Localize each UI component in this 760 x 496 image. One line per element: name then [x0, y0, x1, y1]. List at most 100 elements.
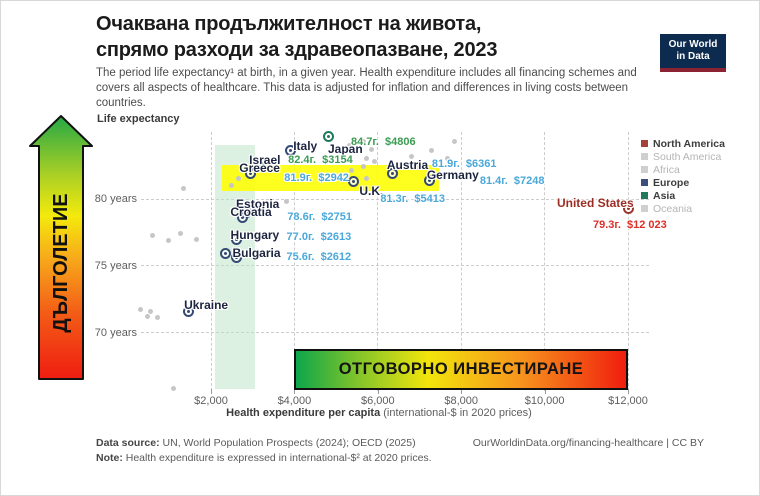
background-country-dot	[144, 313, 150, 319]
country-marker-core	[240, 216, 244, 220]
country-label-hungary[interactable]: Hungary	[230, 228, 280, 243]
country-label-ukraine[interactable]: Ukraine	[184, 298, 229, 313]
footer-link[interactable]: OurWorldinData.org/financing-healthcare …	[472, 437, 704, 449]
country-values-austria: 81.9г. $6361	[431, 157, 497, 170]
legend-label-africa: Africa	[653, 163, 680, 176]
x-tick-4000	[294, 389, 296, 394]
country-marker-core	[223, 252, 227, 256]
gridline-y-75	[141, 265, 649, 267]
legend-item-south-america[interactable]: South America	[641, 150, 725, 163]
country-label-croatia[interactable]: Croatia	[230, 204, 272, 219]
background-country-dot	[181, 185, 187, 191]
country-values-israel: 82.4г. $3154	[288, 153, 353, 166]
longevity-arrow-label: ДЪЛГОЛЕТИЕ	[50, 193, 72, 332]
y-tick-label-70: 70 years	[94, 326, 137, 339]
background-country-dot	[428, 148, 434, 154]
footer-note-label: Note:	[96, 452, 123, 464]
gridline-x-8000	[460, 132, 462, 391]
country-marker-core	[627, 206, 631, 210]
continent-legend: North America South America Africa Europe As…	[641, 137, 725, 215]
legend-item-asia[interactable]: Asia	[641, 189, 725, 202]
y-tick-label-80: 80 years	[94, 193, 137, 205]
country-values-greece: 81.9г. $2942	[284, 171, 349, 184]
legend-swatch-oceania	[641, 205, 648, 212]
chart-subtitle: The period life expectancy¹ at birth, in…	[96, 67, 637, 109]
background-country-dot	[409, 153, 415, 159]
legend-item-oceania[interactable]: Oceania	[641, 202, 725, 215]
country-marker-germany[interactable]	[424, 174, 436, 186]
country-marker-core	[391, 172, 395, 176]
legend-swatch-africa	[641, 166, 648, 173]
x-tick-label-8000: $8,000	[444, 395, 479, 407]
owid-logo[interactable]: Our World in Data	[660, 34, 726, 72]
x-tick-2000	[211, 389, 212, 394]
background-country-dot	[228, 183, 234, 189]
legend-swatch-europe	[641, 179, 648, 186]
country-marker-point[interactable]	[219, 248, 231, 260]
country-marker-core	[186, 309, 190, 313]
country-marker-japan[interactable]	[322, 130, 334, 142]
background-country-dot	[348, 168, 354, 174]
country-label-austria[interactable]: Austria	[386, 157, 429, 172]
country-values-bulgaria: 75.6г. $2612	[286, 250, 352, 263]
country-label-italy[interactable]: Italy	[293, 138, 318, 153]
country-label-japan[interactable]: Japan	[328, 142, 363, 157]
x-tick-label-6000: $6,000	[360, 395, 395, 407]
background-country-dot	[411, 161, 417, 167]
background-country-dot	[371, 159, 377, 165]
gridline-x-4000	[293, 132, 295, 391]
background-country-dot	[396, 163, 402, 169]
background-country-dot	[363, 176, 369, 182]
background-country-dot	[346, 143, 352, 149]
y-tick-label-75: 75 years	[94, 259, 137, 272]
background-country-dot	[369, 147, 375, 153]
country-marker-core	[428, 178, 432, 182]
legend-item-north-america[interactable]: North America	[641, 137, 725, 150]
country-marker-croatia[interactable]	[236, 212, 248, 224]
legend-swatch-south-america	[641, 153, 648, 160]
page-title-line1: Очаквана продължителност на живота,	[96, 13, 482, 35]
country-label-greece[interactable]: Greece	[239, 160, 280, 175]
country-marker-united-states[interactable]	[623, 202, 635, 214]
country-marker-core	[326, 134, 330, 138]
legend-swatch-north-america	[641, 140, 648, 147]
country-marker-core	[257, 165, 261, 169]
longevity-arrow-shape: ДЪЛГОЛЕТИЕ	[29, 115, 93, 380]
gridline-x-10000	[544, 132, 546, 391]
x-tick-12000	[628, 389, 629, 394]
background-country-dot	[154, 315, 160, 321]
x-tick-6000	[377, 389, 379, 394]
country-label-estonia[interactable]: Estonia	[236, 197, 280, 212]
background-country-dot	[451, 139, 457, 145]
legend-label-south-america: South America	[653, 150, 722, 163]
legend-item-europe[interactable]: Europe	[641, 176, 725, 189]
background-country-dot	[273, 200, 279, 206]
background-country-dot	[445, 156, 451, 162]
country-marker-hungary[interactable]	[231, 233, 243, 245]
country-label-israel[interactable]: Israel	[249, 152, 281, 167]
country-values-united-states: 79.3г. $12 023	[592, 219, 667, 232]
country-label-u-k-[interactable]: U.K.	[359, 183, 384, 198]
country-label-germany[interactable]: Germany	[426, 168, 479, 183]
country-marker-israel[interactable]	[253, 161, 265, 173]
country-marker-bulgaria[interactable]	[231, 252, 243, 264]
country-label-bulgaria[interactable]: Bulgaria	[232, 245, 281, 260]
background-country-dot	[364, 156, 370, 162]
country-marker-u-k-[interactable]	[347, 176, 359, 188]
country-marker-austria[interactable]	[387, 168, 399, 180]
gridline-x-12000	[627, 132, 629, 391]
country-marker-ukraine[interactable]	[182, 305, 194, 317]
background-country-dot	[311, 148, 317, 154]
country-label-united-states[interactable]: United States	[556, 196, 634, 211]
x-axis-title-rest: (international-$ in 2020 prices)	[380, 407, 532, 419]
country-marker-italy[interactable]	[284, 145, 296, 157]
investment-banner: ОТГОВОРНО ИНВЕСТИРАНЕ	[294, 349, 628, 390]
legend-label-north-america: North America	[653, 137, 725, 150]
country-marker-greece[interactable]	[244, 168, 256, 180]
country-marker-core	[248, 172, 252, 176]
legend-item-africa[interactable]: Africa	[641, 163, 725, 176]
background-country-dot	[284, 199, 290, 205]
legend-swatch-asia	[641, 192, 648, 199]
